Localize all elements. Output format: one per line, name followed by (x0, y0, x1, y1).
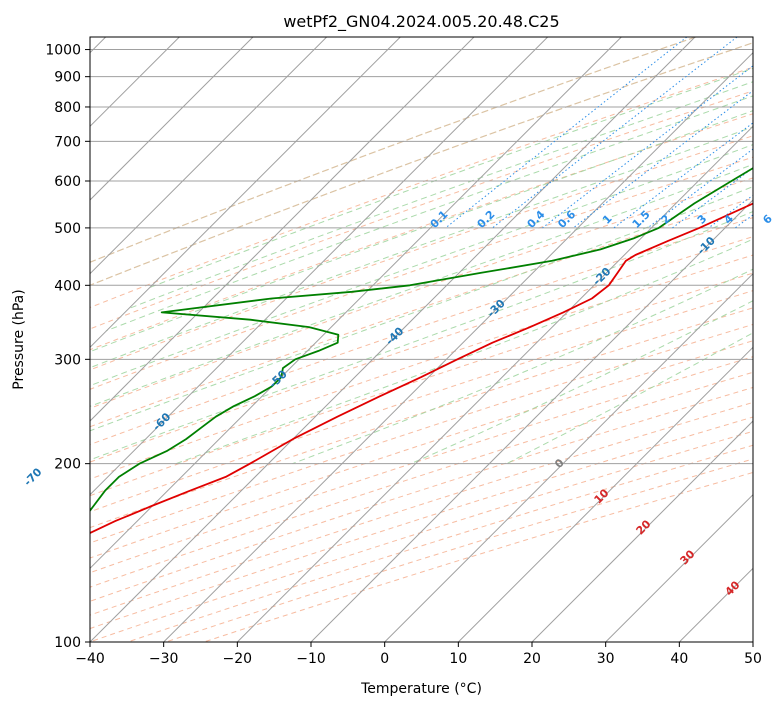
y-axis: 100 200 300 400 500 600 700 800 900 1000 (45, 43, 90, 651)
dewpoint-profile (90, 167, 753, 513)
dry-adiabat (90, 66, 753, 309)
y-tick-label: 500 (54, 221, 81, 237)
x-tick-label: 30 (597, 651, 615, 667)
isotherm-line (90, 37, 549, 496)
x-tick-label: −10 (296, 651, 326, 667)
dry-adiabat (90, 401, 753, 616)
dry-adiabat (165, 458, 753, 642)
isotherm-line (90, 37, 475, 422)
x-tick-label: 10 (449, 651, 467, 667)
x-tick-label: 40 (670, 651, 688, 667)
isotherm-line (90, 37, 622, 570)
chart-title: wetPf2_GN04.2024.005.20.48.C25 (283, 12, 559, 32)
isotherm-line (90, 37, 254, 201)
background-lines (90, 37, 753, 642)
y-tick-label: 400 (54, 278, 81, 294)
y-tick-label: 1000 (45, 43, 81, 59)
dry-adiabat (90, 113, 753, 351)
x-tick-label: 50 (744, 651, 762, 667)
isotherm-line (752, 641, 753, 642)
x-tick-label: −20 (223, 651, 253, 667)
y-tick-label: 900 (54, 70, 81, 86)
isotherm-line (310, 199, 753, 642)
y-tick-label: 100 (54, 635, 81, 651)
isotherm-line (163, 51, 753, 642)
moist-adiabat (90, 126, 753, 369)
x-tick-label: −40 (75, 651, 105, 667)
plot-frame (89, 36, 754, 643)
x-tick-label: 20 (523, 651, 541, 667)
mixing-ratio-line (613, 122, 753, 229)
x-axis-label: Temperature (°C) (360, 681, 482, 697)
y-axis-label: Pressure (hPa) (11, 289, 27, 389)
mixing-ratio-line (672, 167, 753, 229)
moist-adiabat (90, 144, 753, 387)
mixing-ratio-label: 6 (760, 212, 775, 227)
y-tick-label: 200 (54, 457, 81, 473)
x-tick-label: −30 (149, 651, 179, 667)
y-tick-label: 600 (54, 174, 81, 190)
moist-adiabat (105, 95, 753, 332)
y-tick-label: 800 (54, 100, 81, 116)
dry-adiabat (90, 37, 696, 263)
plot-area (90, 37, 753, 642)
dry-adiabat (90, 135, 753, 371)
moist-adiabat (127, 81, 753, 310)
isotherm-label: -70 (21, 465, 44, 488)
dry-adiabat (90, 430, 753, 642)
x-axis: −40 −30 −20 −10 0 10 20 30 40 50 (75, 642, 762, 667)
dry-adiabat (90, 217, 753, 446)
mixing-ratio-line (445, 37, 688, 229)
x-tick-label: 0 (380, 651, 389, 667)
y-tick-label: 300 (54, 352, 81, 368)
isotherm-line (605, 493, 753, 642)
series-layer (90, 167, 753, 535)
temperature-profile (90, 202, 753, 535)
dry-adiabat (90, 272, 753, 497)
dry-adiabat (90, 197, 753, 428)
isotherm-line (531, 420, 753, 642)
isotherm-line (90, 37, 696, 642)
isotherm-line (384, 272, 753, 642)
dry-adiabat (90, 323, 753, 544)
isotherm-line (90, 37, 328, 275)
y-tick-label: 700 (54, 134, 81, 150)
moist-adiabat (90, 163, 753, 407)
dry-adiabat (90, 356, 753, 574)
isotherm-line (90, 37, 401, 349)
isotherm-line (457, 346, 753, 642)
dry-adiabat (90, 386, 753, 602)
mixing-ratio-line (542, 65, 753, 229)
moist-adiabat (147, 67, 753, 289)
moist-adiabat (175, 238, 753, 465)
isotherm-line (236, 125, 753, 642)
dry-adiabat (90, 290, 753, 513)
